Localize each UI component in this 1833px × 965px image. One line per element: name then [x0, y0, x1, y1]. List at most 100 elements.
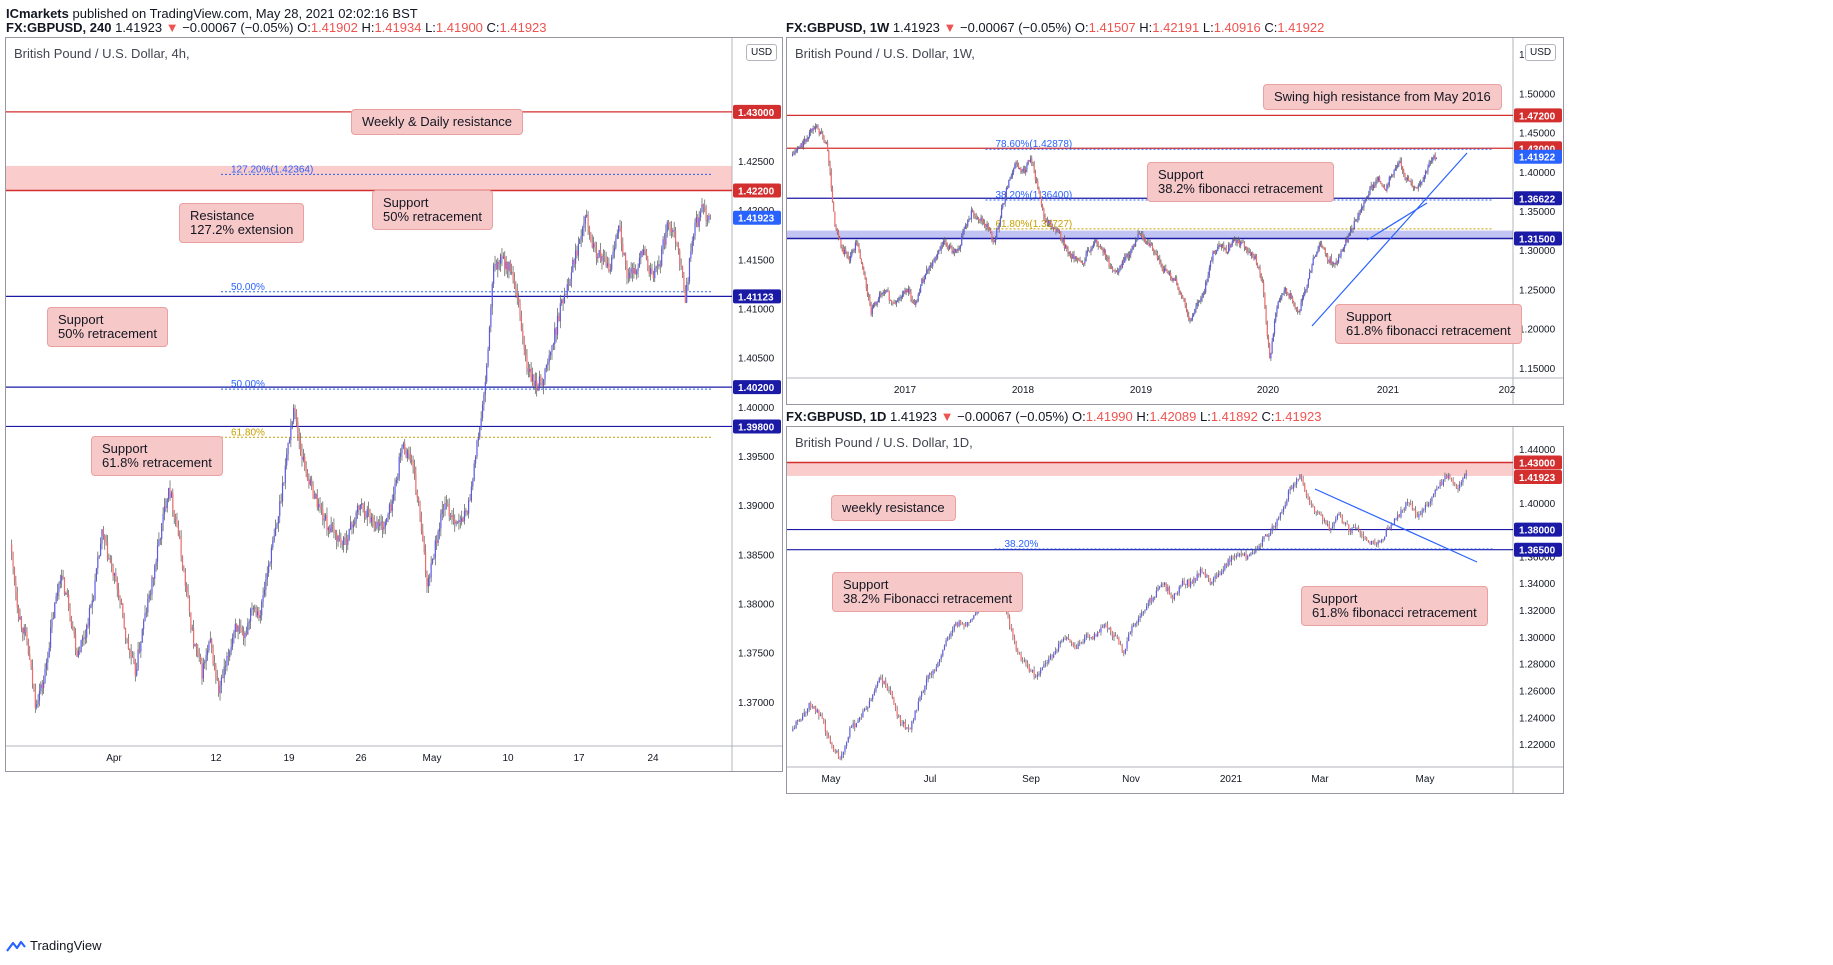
note-support-382-d: Support 38.2% Fibonacci retracement	[832, 572, 1024, 612]
candle	[1103, 624, 1105, 628]
candle	[419, 501, 421, 517]
candle	[850, 726, 853, 728]
candle	[1041, 667, 1043, 670]
candle	[355, 512, 357, 522]
candle	[918, 292, 921, 295]
ohlc-close: 1.41922	[1277, 20, 1325, 35]
candle	[945, 640, 947, 646]
tradingview-brand[interactable]: TradingView	[6, 938, 102, 953]
candle	[969, 620, 972, 623]
candle	[411, 460, 413, 462]
candle	[466, 510, 468, 514]
note-weekly-daily-resistance: Weekly & Daily resistance	[351, 109, 524, 135]
candle	[933, 261, 935, 263]
candle	[651, 268, 653, 275]
candle	[926, 269, 928, 274]
candle	[1048, 658, 1050, 663]
candle	[1139, 615, 1141, 619]
candle	[565, 294, 567, 296]
y-tick-label: 1.24000	[1519, 713, 1556, 724]
candle	[709, 215, 711, 217]
chart-svg-4h[interactable]: 1.425001.420001.415001.410001.405001.400…	[6, 38, 782, 771]
x-tick-label: 2017	[894, 385, 917, 396]
ohlc-header-h4: FX:GBPUSD, 240 1.41923 ▼ −0.00067 (−0.05…	[6, 20, 547, 35]
candle	[1408, 502, 1410, 504]
candle	[996, 228, 998, 239]
candle	[27, 641, 29, 655]
candle	[981, 217, 983, 222]
candle	[199, 656, 202, 662]
candle	[1122, 260, 1125, 263]
candle	[1367, 540, 1369, 542]
candle	[562, 299, 564, 304]
candle	[883, 680, 885, 684]
candle	[1317, 249, 1319, 252]
candle	[1411, 181, 1413, 188]
candle	[848, 258, 850, 261]
candle	[84, 637, 86, 639]
candle	[1250, 252, 1253, 256]
candle	[1315, 512, 1317, 513]
candle	[1348, 524, 1350, 532]
candle	[170, 492, 173, 498]
currency-badge-4h[interactable]: USD	[746, 44, 778, 61]
candle	[206, 650, 209, 656]
candle	[405, 453, 407, 458]
candle	[871, 307, 873, 315]
candle	[1072, 254, 1074, 259]
candle	[248, 621, 250, 624]
candle	[1368, 194, 1370, 197]
candle	[1019, 167, 1021, 169]
candle	[208, 642, 210, 651]
candle	[1045, 220, 1047, 222]
candle	[1230, 245, 1232, 248]
candle	[798, 719, 800, 721]
candle	[155, 561, 157, 566]
candle	[1346, 239, 1348, 242]
currency-badge-1w[interactable]: USD	[1525, 44, 1557, 61]
candle	[912, 301, 914, 303]
candle	[1219, 244, 1221, 247]
chart-svg-1d[interactable]: 1.440001.420001.400001.380001.360001.340…	[787, 427, 1563, 793]
candle	[842, 248, 844, 254]
candle	[929, 265, 931, 268]
candle	[529, 368, 531, 372]
chart-panel-1d[interactable]: 1.440001.420001.400001.380001.360001.340…	[786, 426, 1564, 794]
candle	[1215, 250, 1218, 254]
candle	[862, 711, 864, 718]
candle	[836, 750, 838, 753]
x-tick-label: 17	[573, 753, 585, 764]
candle	[1206, 281, 1208, 283]
candle	[1279, 512, 1281, 519]
candle	[1414, 187, 1416, 189]
candle	[569, 279, 571, 286]
candle	[1083, 262, 1085, 264]
candle	[849, 255, 852, 261]
candle	[1056, 650, 1058, 652]
candle	[1052, 228, 1055, 230]
chart-panel-4h[interactable]: 1.425001.420001.415001.410001.405001.400…	[5, 37, 783, 772]
candle	[1203, 292, 1206, 294]
publisher-name[interactable]: ICmarkets	[6, 6, 69, 21]
candle	[1375, 180, 1377, 186]
candle	[1195, 306, 1197, 310]
candle	[965, 625, 967, 627]
candle	[183, 569, 185, 572]
candle	[822, 133, 824, 137]
candle	[813, 128, 815, 130]
candle	[1248, 251, 1250, 253]
candle	[1005, 187, 1007, 197]
candle	[1452, 480, 1454, 483]
published-text: published on TradingView.com, May 28, 20…	[68, 6, 418, 21]
candle	[255, 607, 257, 616]
candle	[554, 328, 556, 344]
x-tick-label: Mar	[1311, 774, 1329, 785]
candle	[245, 632, 248, 635]
candle	[452, 515, 454, 520]
candle	[669, 224, 671, 229]
candle	[1197, 301, 1200, 303]
chart-panel-1w[interactable]: 1.550001.500001.450001.400001.350001.300…	[786, 37, 1564, 405]
candle	[16, 593, 18, 608]
candle	[123, 614, 125, 628]
candle	[1207, 275, 1209, 282]
